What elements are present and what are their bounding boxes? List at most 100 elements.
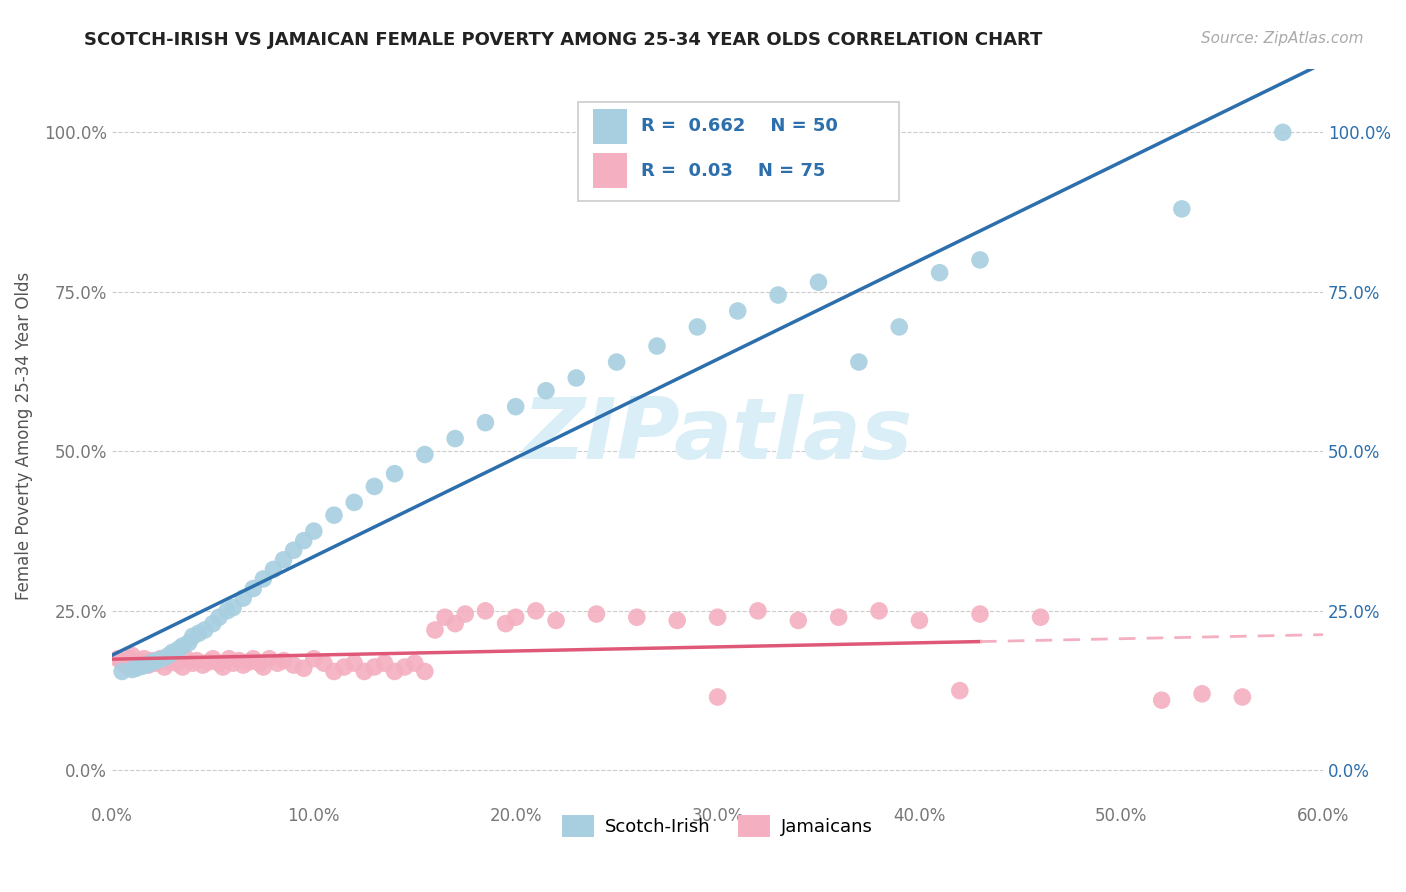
Point — [191, 658, 214, 673]
Point — [215, 604, 238, 618]
Point — [228, 654, 250, 668]
Point — [238, 655, 260, 669]
Point — [107, 651, 129, 665]
Point — [125, 661, 148, 675]
Point — [111, 665, 134, 679]
Point — [145, 654, 167, 668]
Point — [181, 629, 204, 643]
Point — [524, 604, 547, 618]
Y-axis label: Female Poverty Among 25-34 Year Olds: Female Poverty Among 25-34 Year Olds — [15, 271, 32, 599]
Point — [474, 604, 496, 618]
Point — [474, 416, 496, 430]
Legend: Scotch-Irish, Jamaicans: Scotch-Irish, Jamaicans — [555, 808, 880, 845]
Point — [585, 607, 607, 621]
Point — [1271, 125, 1294, 139]
Point — [454, 607, 477, 621]
Point — [176, 651, 198, 665]
Point — [908, 614, 931, 628]
Point — [187, 626, 209, 640]
Point — [252, 572, 274, 586]
Point — [149, 651, 172, 665]
Point — [172, 639, 194, 653]
Point — [302, 651, 325, 665]
Point — [404, 656, 426, 670]
Point — [626, 610, 648, 624]
Point — [444, 616, 467, 631]
Point — [666, 614, 689, 628]
Point — [312, 656, 335, 670]
Point — [1150, 693, 1173, 707]
Point — [145, 656, 167, 670]
Point — [136, 657, 159, 672]
Point — [827, 610, 849, 624]
Point — [262, 562, 284, 576]
Point — [868, 604, 890, 618]
Point — [157, 655, 180, 669]
Point — [949, 683, 972, 698]
Point — [208, 610, 231, 624]
Point — [384, 467, 406, 481]
Point — [242, 582, 264, 596]
Point — [232, 591, 254, 606]
Point — [848, 355, 870, 369]
Text: R =  0.03    N = 75: R = 0.03 N = 75 — [641, 161, 825, 179]
Point — [212, 660, 235, 674]
Point — [323, 665, 346, 679]
Point — [969, 252, 991, 267]
Point — [181, 656, 204, 670]
FancyBboxPatch shape — [593, 109, 627, 145]
FancyBboxPatch shape — [593, 153, 627, 188]
Point — [125, 658, 148, 673]
Point — [162, 651, 184, 665]
Point — [186, 654, 208, 668]
Point — [134, 651, 156, 665]
Point — [343, 495, 366, 509]
Point — [444, 432, 467, 446]
Point — [434, 610, 457, 624]
Point — [544, 614, 567, 628]
Point — [131, 659, 153, 673]
FancyBboxPatch shape — [578, 102, 900, 201]
Text: R =  0.662    N = 50: R = 0.662 N = 50 — [641, 118, 838, 136]
Point — [747, 604, 769, 618]
Text: ZIPatlas: ZIPatlas — [523, 394, 912, 477]
Point — [121, 648, 143, 663]
Point — [292, 533, 315, 548]
Point — [247, 656, 270, 670]
Point — [115, 658, 138, 673]
Point — [167, 642, 190, 657]
Point — [928, 266, 950, 280]
Point — [111, 655, 134, 669]
Point — [302, 524, 325, 538]
Point — [353, 665, 375, 679]
Point — [766, 288, 789, 302]
Point — [208, 656, 231, 670]
Point — [157, 648, 180, 663]
Point — [889, 320, 911, 334]
Point — [534, 384, 557, 398]
Point — [273, 553, 295, 567]
Point — [201, 616, 224, 631]
Point — [394, 660, 416, 674]
Point — [1029, 610, 1052, 624]
Point — [413, 665, 436, 679]
Point — [1191, 687, 1213, 701]
Point — [495, 616, 517, 631]
Point — [505, 400, 527, 414]
Point — [323, 508, 346, 523]
Text: SCOTCH-IRISH VS JAMAICAN FEMALE POVERTY AMONG 25-34 YEAR OLDS CORRELATION CHART: SCOTCH-IRISH VS JAMAICAN FEMALE POVERTY … — [84, 31, 1043, 49]
Point — [242, 651, 264, 665]
Point — [807, 275, 830, 289]
Point — [283, 543, 305, 558]
Point — [645, 339, 668, 353]
Point — [136, 658, 159, 673]
Point — [266, 656, 288, 670]
Point — [141, 655, 163, 669]
Point — [201, 651, 224, 665]
Point — [218, 651, 240, 665]
Point — [162, 645, 184, 659]
Point — [177, 636, 200, 650]
Point — [153, 660, 176, 674]
Point — [292, 661, 315, 675]
Point — [706, 610, 728, 624]
